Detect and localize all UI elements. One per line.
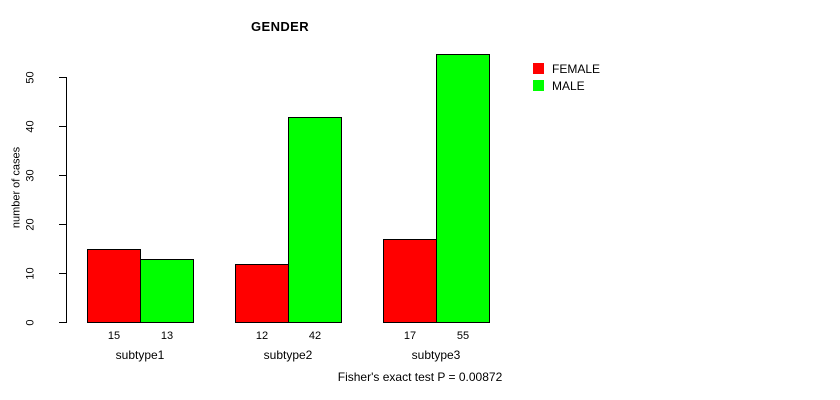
legend-swatch-male-icon — [533, 80, 544, 91]
x-axis-group-label-subtype3: subtype3 — [411, 348, 461, 362]
chart-title: GENDER — [250, 19, 310, 34]
legend-item-female: FEMALE — [533, 60, 600, 77]
bar-value-subtype1-female: 15 — [107, 330, 121, 342]
y-axis-tick-10 — [59, 273, 66, 274]
bar-subtype2-male — [288, 117, 342, 323]
bar-subtype1-female — [87, 249, 141, 323]
y-axis-tick-30 — [59, 175, 66, 176]
y-axis-tick-50 — [59, 77, 66, 78]
y-axis-label-50: 50 — [24, 71, 37, 84]
legend-label-male: MALE — [552, 78, 585, 93]
bar-subtype3-female — [383, 239, 437, 323]
bar-value-subtype2-female: 12 — [255, 330, 269, 342]
bar-value-subtype2-male: 42 — [308, 330, 322, 342]
statistical-annotation: Fisher's exact test P = 0.00872 — [337, 370, 503, 384]
bar-value-subtype3-female: 17 — [403, 330, 417, 342]
bar-value-subtype3-male: 55 — [456, 330, 470, 342]
y-axis-title: number of cases — [10, 146, 23, 229]
y-axis-label-0: 0 — [24, 319, 37, 326]
legend: FEMALE MALE — [533, 60, 600, 94]
bar-value-subtype1-male: 13 — [160, 330, 174, 342]
y-axis-tick-0 — [59, 322, 66, 323]
legend-item-male: MALE — [533, 77, 600, 94]
y-axis-line — [66, 77, 67, 323]
y-axis-tick-40 — [59, 126, 66, 127]
bar-subtype1-male — [140, 259, 194, 323]
y-axis-label-40: 40 — [24, 120, 37, 133]
x-axis-group-label-subtype2: subtype2 — [263, 348, 313, 362]
legend-swatch-female-icon — [533, 63, 544, 74]
y-axis-tick-20 — [59, 224, 66, 225]
y-axis-label-10: 10 — [24, 267, 37, 280]
y-axis-label-20: 20 — [24, 218, 37, 231]
bar-subtype3-male — [436, 54, 490, 323]
legend-label-female: FEMALE — [552, 61, 601, 76]
y-axis-label-30: 30 — [24, 169, 37, 182]
bar-subtype2-female — [235, 264, 289, 323]
x-axis-group-label-subtype1: subtype1 — [115, 348, 165, 362]
